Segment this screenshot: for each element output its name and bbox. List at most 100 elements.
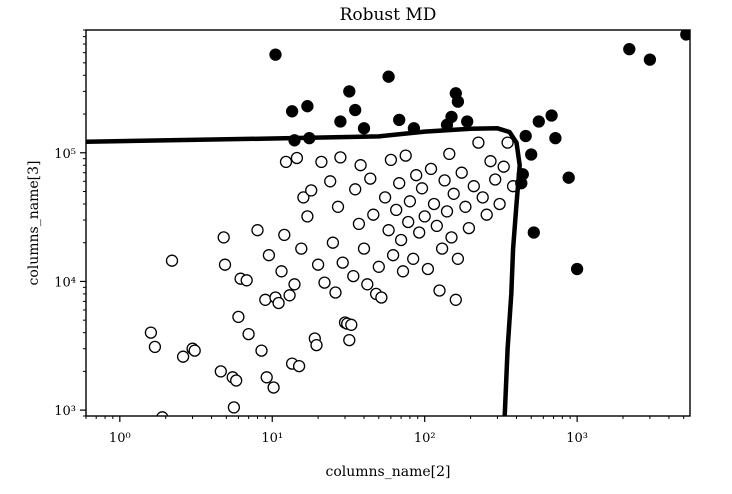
outlier-point [357, 122, 371, 135]
inlier-point [501, 136, 514, 149]
inlier-point [272, 296, 285, 310]
x-axis-label: columns_name[2] [326, 464, 451, 480]
inlier-point [424, 162, 438, 176]
outlier-point [269, 48, 282, 61]
outlier-point [643, 53, 657, 66]
outlier-point [301, 100, 314, 113]
inlier-point [148, 340, 162, 354]
inlier-point [449, 293, 462, 306]
y-tick-label: 10³ [54, 404, 76, 419]
inlier-point [165, 254, 179, 267]
outlier-point [393, 113, 406, 127]
inlier-point [334, 151, 347, 164]
outlier-point [445, 110, 458, 124]
inlier-point [418, 210, 431, 223]
inlier-point [352, 217, 366, 231]
inlier-point [278, 228, 291, 242]
chart-title: Robust MD [340, 5, 437, 25]
inlier-point [415, 182, 429, 195]
inlier-point [390, 203, 403, 217]
inlier-point [227, 401, 241, 414]
inlier-point [413, 226, 426, 239]
inlier-point [386, 249, 400, 262]
inlier-point [438, 174, 451, 187]
outlier-point [545, 109, 558, 122]
x-tick-label: 10³ [566, 431, 588, 446]
inlier-point [440, 205, 454, 218]
inlier-point [427, 197, 441, 211]
outlier-point [519, 129, 532, 143]
inlier-point [399, 149, 412, 162]
inlier-point [476, 191, 489, 204]
x-axis: 10⁰ 10¹ 10² 10³ [85, 416, 685, 446]
inlier-point [326, 236, 340, 249]
inlier-point [301, 210, 314, 223]
y-axis: 10³ 10⁴ 10⁵ [54, 29, 86, 419]
outlier-point [461, 115, 474, 128]
outlier-point [532, 115, 545, 128]
inlier-point [384, 153, 398, 167]
inlier-point [382, 224, 395, 237]
inlier-point [275, 265, 288, 278]
outlier-point [549, 131, 562, 145]
inlier-point [324, 175, 337, 188]
inlier-point [396, 265, 410, 278]
outlier-points [269, 30, 690, 276]
inlier-point [451, 252, 465, 265]
inlier-point [232, 310, 245, 324]
plot-frame [85, 29, 691, 417]
inlier-point [214, 365, 227, 378]
inlier-point [279, 155, 293, 169]
inlier-point [345, 318, 358, 331]
outlier-point [527, 226, 540, 239]
outlier-point [451, 95, 465, 108]
y-tick-label: 10⁴ [54, 275, 76, 290]
inlier-point [297, 191, 310, 204]
inlier-point [240, 274, 253, 287]
inlier-point [462, 221, 476, 235]
inlier-point [336, 256, 349, 269]
inlier-point [176, 350, 190, 363]
outlier-point [382, 70, 395, 83]
inlier-point [402, 215, 415, 229]
outlier-point [623, 42, 636, 56]
inlier-point [484, 155, 497, 168]
inlier-point [394, 233, 408, 247]
inlier-point [467, 180, 480, 193]
inlier-point [310, 338, 323, 352]
inlier-point [410, 169, 423, 182]
inlier-point [288, 278, 301, 291]
inlier-point [393, 177, 406, 190]
inlier-point [493, 197, 506, 211]
inlier-point [290, 151, 304, 165]
x-tick-label: 10¹ [261, 431, 283, 446]
inlier-point [443, 147, 456, 161]
inlier-point [354, 159, 367, 172]
inlier-point [364, 172, 377, 185]
inlier-point [260, 371, 273, 384]
inlier-point [283, 289, 296, 302]
outlier-point [525, 148, 538, 161]
inlier-points [144, 136, 520, 416]
inlier-point [262, 249, 276, 262]
inlier-point [329, 286, 342, 299]
inlier-point [347, 269, 360, 283]
inlier-point [144, 326, 158, 339]
inlier-point [367, 208, 380, 221]
inlier-point [188, 344, 201, 357]
inlier-point [349, 183, 362, 196]
x-tick-label: 10⁰ [109, 431, 131, 446]
inlier-point [156, 411, 169, 416]
inlier-point [292, 359, 306, 373]
y-axis-label: columns_name[3] [26, 161, 42, 286]
outlier-point [680, 30, 690, 41]
x-tick-label: 10² [414, 431, 436, 446]
inlier-point [255, 344, 268, 357]
plot-area [86, 30, 690, 416]
inlier-point [218, 258, 232, 271]
inlier-point [433, 284, 446, 297]
inlier-point [445, 231, 458, 244]
inlier-point [318, 276, 331, 289]
inlier-point [361, 278, 374, 291]
